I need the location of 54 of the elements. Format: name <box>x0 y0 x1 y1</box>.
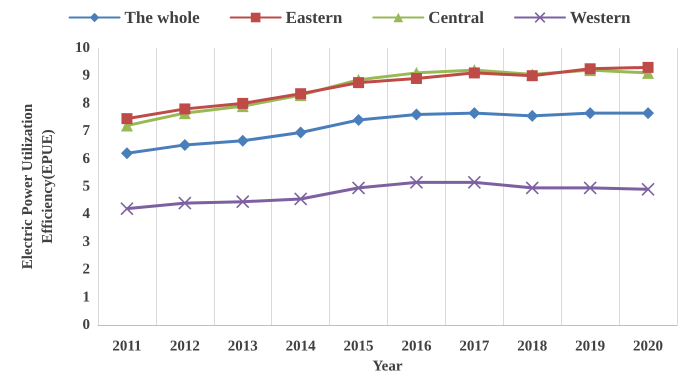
x-tick-label: 2012 <box>170 338 200 354</box>
point <box>525 181 540 195</box>
point <box>120 202 134 216</box>
y-tick-label: 5 <box>82 178 90 194</box>
y-tick-label: 7 <box>82 123 90 140</box>
y-tick-label: 8 <box>82 95 90 112</box>
point <box>179 103 190 114</box>
point <box>641 182 655 196</box>
y-tick-label: 2 <box>82 262 90 278</box>
y-tick-label: 3 <box>82 234 90 250</box>
point <box>353 77 364 88</box>
y-tick-label: 4 <box>82 206 90 222</box>
point <box>237 98 248 109</box>
legend-label: Eastern <box>286 8 343 27</box>
point <box>468 67 480 78</box>
x-tick-label: 2017 <box>459 338 490 354</box>
legend-label: Central <box>428 8 484 27</box>
point <box>410 176 424 190</box>
legend-label: The whole <box>124 8 200 27</box>
x-tick-label: 2013 <box>228 338 258 354</box>
point <box>526 110 538 122</box>
point <box>178 138 191 151</box>
y-tick-label: 9 <box>82 68 90 84</box>
x-tick-label: 2015 <box>344 338 374 354</box>
point <box>121 113 132 124</box>
x-tick-label: 2011 <box>112 338 142 354</box>
x-tick-label: 2014 <box>286 338 316 354</box>
x-tick-label: 2019 <box>575 338 606 354</box>
point <box>352 181 366 195</box>
legend-label: Western <box>570 8 631 27</box>
point <box>294 126 307 138</box>
point <box>294 192 308 206</box>
point <box>352 114 365 126</box>
point <box>584 107 596 120</box>
point <box>178 196 192 210</box>
y-tick-label: 1 <box>82 289 90 306</box>
point <box>236 194 250 209</box>
x-axis-title: Year <box>372 358 403 374</box>
y-tick-label: 6 <box>82 150 90 167</box>
y-axis-title: Electric Power Utilization Efficiency(EPUE) <box>20 103 56 270</box>
x-tick-label: 2018 <box>517 338 548 354</box>
x-tick-label: 2020 <box>633 338 664 354</box>
point <box>583 181 597 195</box>
point <box>410 108 422 120</box>
point <box>410 72 422 84</box>
point <box>468 176 482 190</box>
point <box>468 107 480 120</box>
y-tick-label: 0 <box>82 317 90 333</box>
y-tick-label: 10 <box>75 40 90 56</box>
point <box>642 107 654 120</box>
point <box>236 134 249 147</box>
x-tick-label: 2016 <box>401 338 432 354</box>
point <box>642 62 654 73</box>
point <box>120 147 133 160</box>
